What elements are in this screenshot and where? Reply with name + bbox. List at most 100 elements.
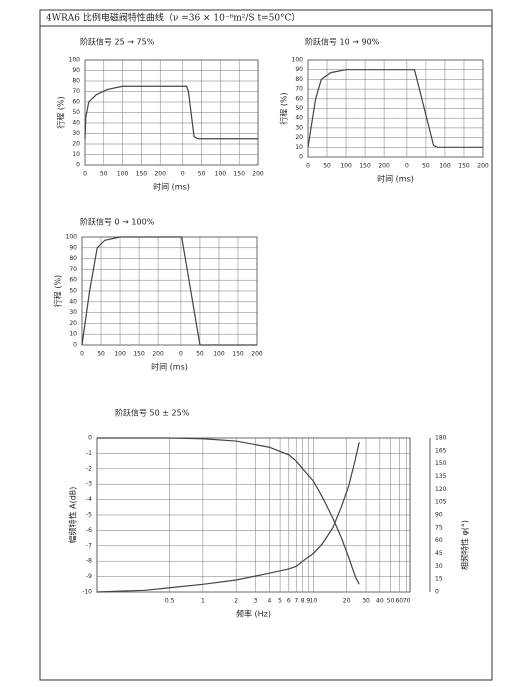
y2-tick-label: 60 [435, 537, 443, 544]
y-tick-label: 40 [69, 298, 77, 305]
x-tick-label: 150 [458, 163, 470, 170]
x-tick-label: 10 [310, 598, 318, 605]
y-tick-label: 80 [295, 76, 303, 83]
x-tick-label: 0 [179, 351, 183, 358]
y-tick-label: -8 [86, 558, 92, 565]
y-tick-label: 10 [69, 331, 77, 338]
y-tick-label: 20 [72, 141, 80, 148]
series-line [96, 442, 360, 593]
series-line [97, 437, 360, 585]
x-tick-label: 150 [233, 171, 245, 178]
series-line [307, 69, 483, 148]
y-tick-label: 10 [295, 144, 303, 151]
y-tick-label: 30 [69, 309, 77, 316]
series-line [81, 236, 257, 346]
x-tick-label: 200 [477, 163, 489, 170]
x-tick-label: 5 [278, 598, 282, 605]
y-tick-label: -3 [86, 481, 92, 488]
frame [39, 9, 493, 681]
y-tick-label: 90 [295, 66, 303, 73]
x-tick-label: 200 [251, 351, 263, 358]
y-axis-label: 行程 (%) [279, 92, 289, 124]
y2-tick-label: 120 [435, 486, 447, 493]
y-tick-label: 90 [69, 244, 77, 251]
x-tick-label: 0 [83, 171, 87, 178]
y2-tick-label: 75 [435, 524, 443, 531]
x-tick-label: 100 [114, 351, 126, 358]
x-tick-label: 50 [422, 163, 430, 170]
y-tick-label: 70 [295, 86, 303, 93]
y-tick-label: 70 [69, 266, 77, 273]
x-tick-label: 2 [234, 598, 238, 605]
x-axis-label: 时间 (ms) [153, 182, 190, 192]
x-tick-label: 9 [306, 598, 310, 605]
y-tick-label: -9 [86, 573, 92, 580]
y-axis-label: 行程 (%) [53, 275, 63, 307]
x-tick-label: 30 [362, 598, 370, 605]
x-tick-label: 0 [181, 171, 185, 178]
x-axis-label: 频率 (Hz) [236, 609, 271, 619]
y2-tick-label: 30 [435, 563, 443, 570]
y2-tick-label: 150 [435, 460, 447, 467]
y-tick-label: -2 [86, 465, 92, 472]
x-tick-label: 150 [136, 171, 148, 178]
x-tick-label: 150 [232, 351, 244, 358]
y-tick-label: 20 [69, 320, 77, 327]
x-tick-label: 150 [359, 163, 371, 170]
y-tick-label: 40 [295, 115, 303, 122]
y-tick-label: 50 [295, 105, 303, 112]
x-tick-label: 200 [152, 351, 164, 358]
y-tick-label: 60 [69, 277, 77, 284]
y-tick-label: -10 [82, 589, 92, 596]
x-tick-label: 3 [254, 598, 258, 605]
y-tick-label: -5 [86, 512, 92, 519]
y-tick-label: 30 [72, 130, 80, 137]
y-tick-label: 70 [72, 88, 80, 95]
x-tick-label: 200 [252, 171, 264, 178]
y-tick-label: 40 [72, 120, 80, 127]
chart-title: 阶跃信号 10 → 90% [305, 37, 380, 47]
y-axis-label: 幅频特性 A(dB) [68, 487, 78, 544]
y2-tick-label: 105 [435, 499, 447, 506]
x-tick-label: 60 [395, 598, 403, 605]
y-tick-label: 60 [295, 95, 303, 102]
y-tick-label: -1 [86, 450, 92, 457]
x-tick-label: 0 [80, 351, 84, 358]
x-tick-label: 40 [376, 598, 384, 605]
x-tick-label: 50 [198, 171, 206, 178]
x-tick-label: 4 [267, 598, 271, 605]
x-tick-label: 1 [201, 598, 205, 605]
y2-tick-label: 180 [435, 435, 447, 442]
x-tick-label: 0.5 [165, 598, 175, 605]
x-tick-label: 150 [133, 351, 145, 358]
y-axis-label: 行程 (%) [56, 96, 66, 128]
y2-tick-label: 135 [435, 473, 447, 480]
y2-axis-label: 相频特性 φ(°) [460, 520, 470, 570]
y-tick-label: 100 [292, 57, 304, 64]
y2-tick-label: 90 [435, 512, 443, 519]
x-tick-label: 7 [294, 598, 298, 605]
x-tick-label: 100 [340, 163, 352, 170]
x-tick-label: 8 [301, 598, 305, 605]
x-tick-label: 100 [213, 351, 225, 358]
x-tick-label: 200 [154, 171, 166, 178]
y-tick-label: 90 [72, 67, 80, 74]
x-tick-label: 50 [100, 171, 108, 178]
y-tick-label: 0 [76, 162, 80, 169]
y-tick-label: -4 [86, 496, 92, 503]
x-tick-label: 50 [97, 351, 105, 358]
x-tick-label: 20 [343, 598, 351, 605]
x-tick-label: 0 [306, 163, 310, 170]
y-tick-label: -6 [86, 527, 92, 534]
y-tick-label: 80 [69, 255, 77, 262]
x-tick-label: 70 [403, 598, 411, 605]
y-tick-label: 30 [295, 124, 303, 131]
y-tick-label: 60 [72, 99, 80, 106]
x-axis-label: 时间 (ms) [377, 174, 414, 184]
x-tick-label: 100 [117, 171, 129, 178]
y2-tick-label: 45 [435, 550, 443, 557]
y-tick-label: 100 [69, 57, 81, 64]
x-tick-label: 50 [323, 163, 331, 170]
y2-tick-label: 0 [435, 589, 439, 596]
y-tick-label: 0 [88, 435, 92, 442]
